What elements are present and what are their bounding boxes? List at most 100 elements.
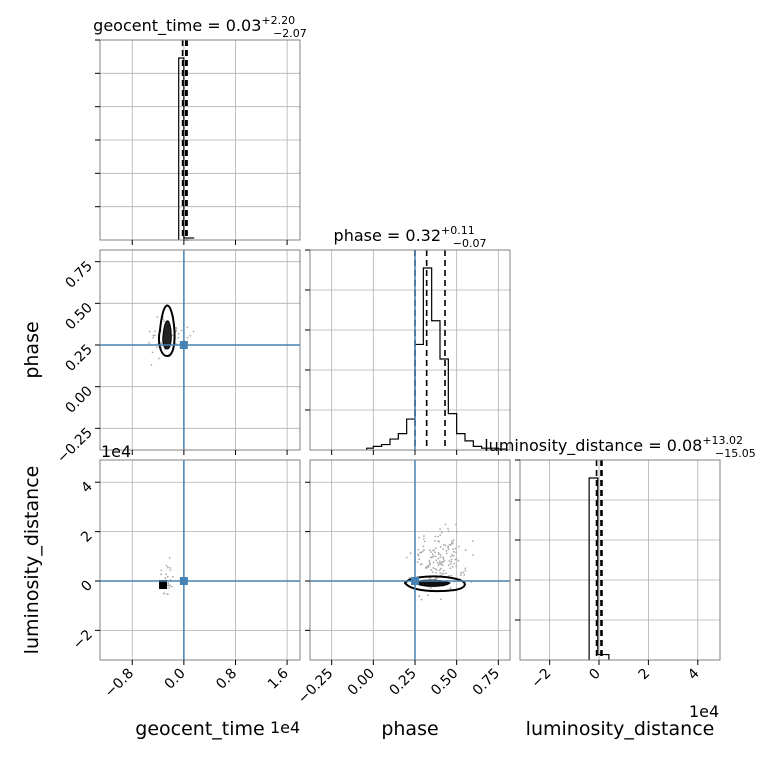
scatter-point <box>447 527 449 530</box>
hist-bars-phase <box>366 267 508 450</box>
scatter-point <box>440 567 442 570</box>
contour-outer-phase-vs-geocent <box>158 304 176 357</box>
scatter-point <box>405 556 408 559</box>
scatter-point <box>451 565 454 568</box>
scatter-point <box>428 559 431 562</box>
panel-ld-vs-geocent: −0.8 0.0 0.8 1.6 −2 0 2 4 <box>70 459 301 701</box>
xlabel-luminosity-distance: luminosity_distance <box>526 718 715 740</box>
scatter-point <box>428 561 431 563</box>
scatter-point <box>423 549 425 551</box>
scatter-point <box>162 318 164 321</box>
scatter-point <box>148 342 151 344</box>
scatter-point <box>434 547 437 550</box>
scatter-point <box>464 569 467 572</box>
scatter-point <box>160 573 163 576</box>
scatter-point <box>452 554 455 557</box>
scatter-point <box>425 567 428 570</box>
scatter-point <box>166 575 169 578</box>
scatter-point <box>427 566 430 568</box>
x-tick-label: 0 <box>586 666 604 684</box>
scatter-point <box>440 562 442 565</box>
x-tick-label: 0.8 <box>213 666 240 693</box>
scatter-point <box>431 571 434 574</box>
scatter-point <box>166 566 169 569</box>
scatter-point <box>450 560 453 563</box>
y-tick-label: −0.25 <box>54 425 96 467</box>
scatter-point <box>435 568 438 571</box>
scatter-point <box>416 561 419 564</box>
scatter-point <box>438 560 441 563</box>
scatter-point <box>452 550 455 553</box>
scatter-point <box>437 564 440 567</box>
scatter-point <box>163 320 166 323</box>
scatter-point <box>432 561 435 564</box>
ticks-ld-vs-phase: −0.25 0.00 0.25 0.50 0.75 <box>295 481 503 707</box>
scatter-point <box>422 538 425 540</box>
frame-phase-vs-geocent <box>99 249 301 451</box>
scatter-point <box>150 364 153 366</box>
truth-lines-ld-vs-geocent <box>100 460 300 660</box>
scatter-point <box>457 559 460 562</box>
grid-geocent-hist <box>100 40 300 240</box>
offset-label-geocent-x: 1e4 <box>270 718 300 737</box>
scatter-point <box>153 334 156 337</box>
scatter-point <box>452 542 454 544</box>
scatter-point <box>443 559 446 562</box>
scatter-point <box>158 357 160 360</box>
scatter-point <box>434 535 437 538</box>
y-tick-label: −2 <box>70 627 96 653</box>
y-tick-label: 2 <box>78 528 96 546</box>
scatter-point <box>420 598 423 601</box>
scatter-point <box>186 326 189 329</box>
grid-phase-hist <box>310 250 510 450</box>
scatter-point <box>464 549 467 551</box>
scatter-point <box>423 535 425 537</box>
frame-phase-hist <box>309 249 511 451</box>
scatter-point <box>450 543 453 545</box>
scatter-point <box>432 549 435 551</box>
scatter-point <box>168 586 171 589</box>
scatter-point <box>437 557 440 560</box>
scatter-point <box>164 577 167 579</box>
scatter-point <box>450 558 453 561</box>
scatter-point <box>192 330 195 333</box>
scatter-point <box>417 553 419 555</box>
scatter-point <box>460 572 463 574</box>
truth-point <box>179 341 188 349</box>
x-tick-label: 0.75 <box>470 666 503 699</box>
scatter-point <box>154 330 156 333</box>
ticks-ld-vs-geocent: −0.8 0.0 0.8 1.6 −2 0 2 4 <box>70 479 292 701</box>
scatter-point <box>170 585 173 588</box>
scatter-point <box>472 540 474 543</box>
scatter-point <box>439 546 442 548</box>
scatter-point <box>432 555 435 558</box>
scatter-point <box>445 552 448 555</box>
xlabel-geocent-time: geocent_time <box>135 718 264 740</box>
scatter-point <box>464 567 467 570</box>
scatter-point <box>420 551 423 554</box>
grid-ld-hist <box>520 460 720 660</box>
scatter-point <box>454 547 457 550</box>
scatter-ld-vs-phase <box>405 523 474 601</box>
scatter-point <box>428 549 431 552</box>
scatter-point <box>435 571 437 574</box>
scatter-point <box>457 545 460 548</box>
scatter-point <box>451 540 453 543</box>
scatter-point <box>165 564 168 567</box>
scatter-point <box>449 587 452 589</box>
scatter-point <box>450 563 452 565</box>
scatter-point <box>452 539 455 542</box>
frame-ld-hist <box>519 459 721 661</box>
scatter-point <box>177 336 180 339</box>
scatter-point <box>431 553 434 556</box>
truth-point <box>411 576 419 585</box>
panel-ld-vs-phase: −0.25 0.00 0.25 0.50 0.75 <box>295 459 511 707</box>
scatter-point <box>452 548 454 551</box>
scatter-point <box>450 574 453 577</box>
scatter-point <box>454 523 457 526</box>
title-luminosity-distance: luminosity_distance = 0.08+13.02 −15.05 <box>484 434 756 460</box>
scatter-point <box>444 544 447 547</box>
scatter-point <box>177 332 180 335</box>
scatter-point <box>447 545 450 548</box>
y-tick-label: 0.50 <box>62 300 95 333</box>
